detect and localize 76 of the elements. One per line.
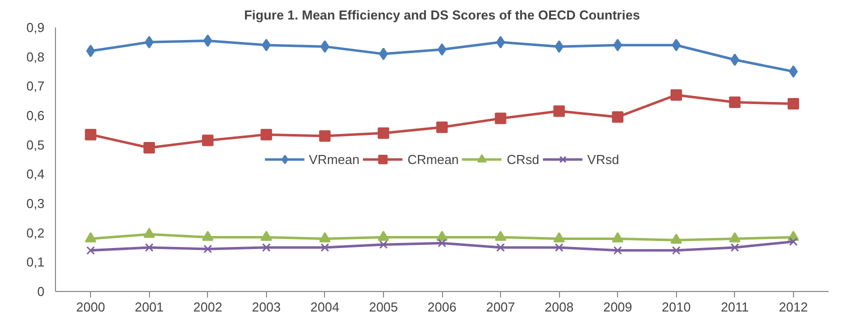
y-tick-label: 0,8 bbox=[26, 49, 45, 64]
point bbox=[612, 232, 624, 242]
point bbox=[378, 230, 390, 241]
point bbox=[788, 98, 800, 110]
x-tick-label: 2008 bbox=[544, 300, 574, 314]
y-tick-label: 0,4 bbox=[26, 166, 45, 182]
y-tick-label: 0 bbox=[37, 284, 45, 299]
y-tick-label: 0,7 bbox=[26, 78, 45, 94]
point bbox=[379, 240, 388, 249]
point bbox=[203, 244, 212, 254]
point bbox=[613, 246, 622, 255]
x-tick-label: 2003 bbox=[252, 300, 281, 314]
point bbox=[378, 127, 390, 139]
x-tick-label: 2011 bbox=[720, 300, 749, 314]
y-tick-label: 0,2 bbox=[26, 225, 45, 240]
point bbox=[143, 142, 155, 154]
y-tick-label: 0,9 bbox=[26, 20, 45, 35]
point bbox=[553, 232, 565, 242]
point bbox=[319, 130, 331, 142]
point bbox=[86, 44, 96, 58]
legend-label: VRsd bbox=[587, 152, 620, 166]
point bbox=[203, 34, 212, 47]
point bbox=[436, 121, 448, 133]
point bbox=[494, 112, 506, 124]
point bbox=[672, 246, 681, 255]
point bbox=[612, 111, 624, 123]
y-tick-label: 0,1 bbox=[26, 254, 45, 270]
x-tick-label: 2006 bbox=[428, 300, 456, 314]
point bbox=[84, 128, 96, 140]
x-tick-label: 2012 bbox=[778, 300, 808, 314]
x-tick-label: 2005 bbox=[368, 300, 398, 314]
y-tick-label: 0,5 bbox=[26, 137, 45, 152]
point bbox=[202, 230, 214, 241]
chart-title: Figure 1. Mean Efficiency and DS Scores of the OECD Countries bbox=[244, 8, 640, 22]
point bbox=[320, 243, 330, 252]
point bbox=[788, 65, 798, 78]
y-tick-label: 0,3 bbox=[26, 196, 45, 211]
legend-label: VRmean bbox=[308, 152, 360, 166]
point bbox=[554, 243, 564, 252]
point bbox=[144, 36, 154, 48]
x-tick-label: 2004 bbox=[310, 300, 340, 314]
point bbox=[729, 96, 741, 108]
point bbox=[672, 38, 681, 52]
x-tick-label: 2000 bbox=[76, 300, 106, 314]
point bbox=[438, 238, 446, 248]
point bbox=[496, 243, 505, 252]
point bbox=[320, 40, 330, 53]
point bbox=[730, 243, 740, 252]
point bbox=[670, 89, 682, 101]
point bbox=[436, 230, 448, 241]
point bbox=[319, 232, 331, 242]
point bbox=[262, 38, 271, 52]
x-tick-label: 2001 bbox=[134, 300, 164, 314]
point bbox=[494, 230, 506, 241]
x-tick-label: 2010 bbox=[662, 300, 691, 314]
point bbox=[729, 232, 741, 242]
point bbox=[143, 228, 155, 238]
point bbox=[553, 105, 565, 117]
y-tick-label: 0,6 bbox=[26, 108, 45, 123]
legend-label: CRmean bbox=[407, 152, 459, 166]
point bbox=[260, 230, 272, 241]
point bbox=[86, 246, 95, 255]
point bbox=[670, 234, 682, 244]
point bbox=[554, 40, 564, 53]
x-tick-label: 2009 bbox=[603, 300, 632, 314]
point bbox=[144, 243, 154, 252]
point bbox=[730, 54, 740, 66]
point bbox=[789, 237, 798, 246]
legend-label: CRsd bbox=[506, 152, 540, 166]
point bbox=[202, 134, 214, 146]
x-tick-label: 2007 bbox=[486, 300, 516, 314]
point bbox=[262, 243, 271, 252]
point bbox=[613, 38, 622, 52]
point bbox=[260, 128, 272, 140]
point bbox=[84, 232, 96, 242]
x-tick-label: 2002 bbox=[193, 300, 222, 314]
